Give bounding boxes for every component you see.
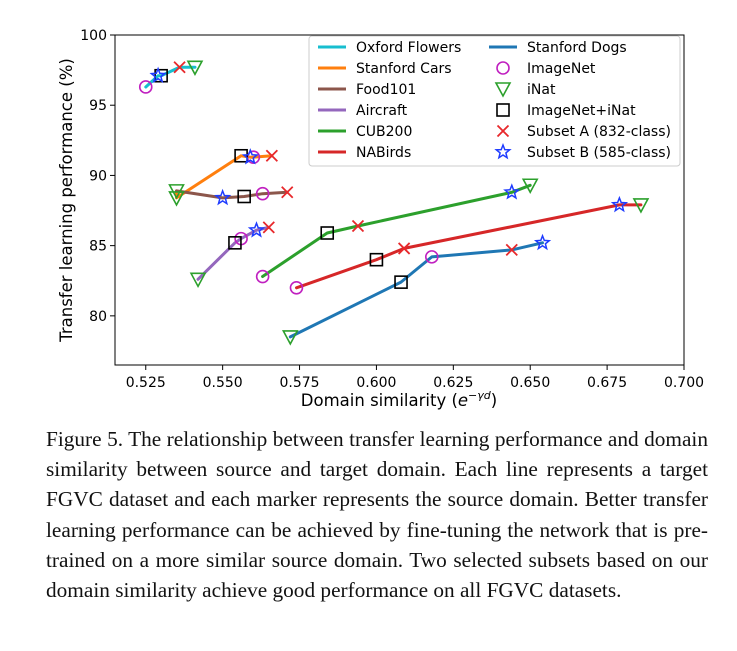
data-point-inat bbox=[189, 272, 207, 289]
legend-label-imagenet: ImageNet bbox=[527, 61, 596, 77]
legend-label-subset-a-832-class: Subset A (832-class) bbox=[527, 124, 671, 140]
x-axis-ticks: 0.525 0.550 0.575 0.600 0.625 0.650 0.675 0.700 bbox=[126, 365, 704, 391]
data-point-imagenet bbox=[424, 250, 439, 264]
x-tick-label: 0.675 bbox=[587, 375, 627, 391]
data-point-imagenet-inat bbox=[320, 226, 335, 240]
legend: Oxford Flowers Stanford Cars Food101 Aircra… bbox=[308, 35, 681, 167]
data-point-subset-b-585-class bbox=[610, 195, 629, 213]
data-point-imagenet bbox=[255, 269, 270, 284]
data-point-inat bbox=[632, 198, 650, 214]
data-point-subset-b-585-class bbox=[213, 188, 232, 206]
data-point-inat bbox=[168, 191, 185, 207]
data-point-imagenet bbox=[255, 186, 270, 201]
data-point-inat bbox=[281, 330, 299, 346]
data-point-subset-b-585-class bbox=[149, 66, 167, 84]
x-tick-label: 0.600 bbox=[356, 375, 396, 391]
scatter-chart: 0.525 0.550 0.575 0.600 0.625 0.650 0.675 0.700… bbox=[57, 28, 704, 410]
data-point-inat bbox=[168, 184, 185, 200]
data-point-subset-a-832-class bbox=[281, 186, 294, 199]
legend-label-cub200: CUB200 bbox=[356, 124, 412, 140]
legend-label-imagenet-inat: ImageNet+iNat bbox=[527, 103, 636, 119]
data-point-subset-b-585-class bbox=[503, 183, 521, 200]
data-point-imagenet bbox=[289, 280, 304, 295]
plot-markers bbox=[138, 60, 650, 346]
x-axis-label-exponent: −γd bbox=[468, 389, 492, 402]
x-tick-label: 0.550 bbox=[203, 375, 243, 391]
legend-label-aircraft: Aircraft bbox=[356, 103, 408, 119]
data-point-subset-a-832-class bbox=[351, 219, 365, 233]
data-point-inat bbox=[521, 178, 539, 194]
legend-marker-imagenet-inat bbox=[496, 103, 510, 117]
x-tick-label: 0.650 bbox=[510, 375, 550, 391]
data-point-imagenet-inat bbox=[228, 236, 242, 250]
x-axis-label-math: e bbox=[458, 391, 468, 410]
x-axis-label-close: ) bbox=[491, 391, 497, 410]
x-tick-label: 0.700 bbox=[664, 375, 704, 391]
y-tick-label: 100 bbox=[80, 28, 107, 44]
legend-label-inat: iNat bbox=[527, 82, 556, 98]
legend-marker-inat bbox=[494, 82, 512, 98]
y-axis-label: Transfer learning performance (%) bbox=[57, 58, 76, 343]
plot-frame bbox=[114, 34, 685, 366]
data-point-imagenet bbox=[138, 80, 153, 94]
data-point-subset-a-832-class bbox=[397, 242, 411, 255]
y-tick-label: 90 bbox=[89, 168, 107, 184]
data-point-inat bbox=[186, 60, 204, 76]
x-tick-label: 0.575 bbox=[279, 375, 319, 391]
y-tick-label: 95 bbox=[89, 98, 107, 114]
legend-marker-subset-b-585-class bbox=[494, 142, 512, 160]
data-point-imagenet-inat bbox=[234, 148, 248, 163]
legend-label-stanford-dogs: Stanford Dogs bbox=[527, 40, 627, 56]
figure-caption: Figure 5. The relationship between trans… bbox=[46, 427, 708, 603]
data-point-imagenet-inat bbox=[369, 252, 384, 267]
data-point-subset-b-585-class bbox=[247, 221, 266, 238]
legend-box bbox=[308, 35, 681, 167]
legend-label-nabirds: NABirds bbox=[356, 145, 411, 161]
legend-marker-subset-a-832-class bbox=[496, 124, 510, 138]
x-axis-label-text: Domain similarity ( bbox=[301, 391, 458, 410]
series-line-oxford-flowers bbox=[144, 65, 197, 89]
data-point-subset-b-585-class bbox=[533, 233, 552, 251]
data-point-subset-a-832-class bbox=[505, 243, 518, 256]
legend-marker-imagenet bbox=[496, 61, 510, 75]
x-tick-label: 0.525 bbox=[126, 375, 166, 391]
y-axis-ticks: 80 85 90 95 100 bbox=[80, 28, 115, 325]
x-tick-label: 0.625 bbox=[433, 375, 473, 391]
legend-label-food101: Food101 bbox=[356, 82, 416, 98]
data-point-subset-a-832-class bbox=[262, 221, 275, 234]
series-line-food101 bbox=[175, 189, 289, 200]
x-axis-label: Domain similarity (e−γd) bbox=[301, 389, 497, 410]
series-line-stanford-dogs bbox=[288, 241, 544, 339]
data-point-subset-b-585-class bbox=[241, 148, 259, 165]
data-point-subset-a-832-class bbox=[173, 61, 186, 74]
y-tick-label: 85 bbox=[89, 239, 107, 255]
y-tick-label: 80 bbox=[89, 309, 107, 325]
data-point-imagenet-inat bbox=[394, 275, 408, 289]
legend-label-stanford-cars: Stanford Cars bbox=[356, 61, 452, 77]
data-point-subset-a-832-class bbox=[265, 149, 278, 162]
legend-label-oxford-flowers: Oxford Flowers bbox=[356, 40, 461, 56]
data-point-imagenet-inat bbox=[237, 189, 251, 204]
series-line-nabirds bbox=[295, 203, 643, 290]
legend-label-subset-b-585-class: Subset B (585-class) bbox=[527, 145, 671, 161]
figure: 0.525 0.550 0.575 0.600 0.625 0.650 0.675 0.700… bbox=[57, 28, 704, 410]
